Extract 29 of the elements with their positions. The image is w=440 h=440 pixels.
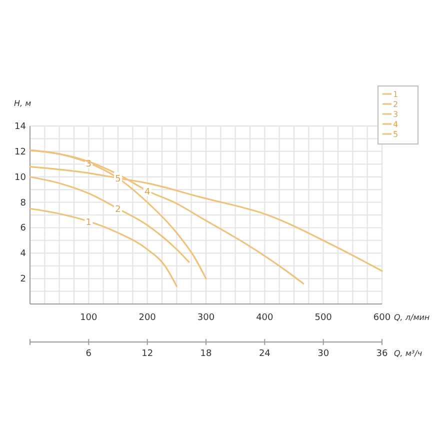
x-tick-label: 500 — [314, 313, 332, 323]
x-tick-label: 400 — [256, 313, 274, 323]
y-tick-label: 2 — [20, 274, 26, 285]
x2-tick-label: 6 — [86, 349, 92, 359]
y-tick-label: 12 — [14, 147, 26, 158]
legend-label: 2 — [393, 100, 398, 109]
text: 1 — [86, 218, 92, 228]
x2-axis-title: Q, м³/ч — [394, 349, 422, 358]
text: 4 — [144, 187, 150, 198]
x2-tick-label: 24 — [258, 349, 271, 359]
legend-label: 3 — [393, 110, 398, 119]
legend-label: 5 — [393, 130, 398, 139]
y-tick-label: 6 — [20, 224, 26, 234]
x2-tick-label: 30 — [318, 349, 330, 359]
x-tick-label: 600 — [373, 313, 391, 323]
y-tick-label: 8 — [20, 198, 26, 208]
x2-tick-label: 12 — [142, 349, 154, 359]
x-tick-label: 100 — [80, 313, 98, 323]
y-tick-label: 4 — [20, 249, 26, 260]
y-axis-title: H, м — [14, 99, 32, 108]
y-tick-label: 10 — [14, 172, 26, 183]
x-tick-label: 300 — [197, 313, 215, 323]
y-tick-label: 14 — [14, 122, 26, 132]
legend-label: 1 — [393, 90, 398, 99]
x2-tick-label: 36 — [376, 349, 388, 359]
x2-tick-label: 18 — [200, 349, 212, 359]
x-axis-title: Q, л/мин — [394, 313, 430, 322]
legend-label: 4 — [393, 120, 398, 129]
x-tick-label: 200 — [138, 313, 156, 323]
